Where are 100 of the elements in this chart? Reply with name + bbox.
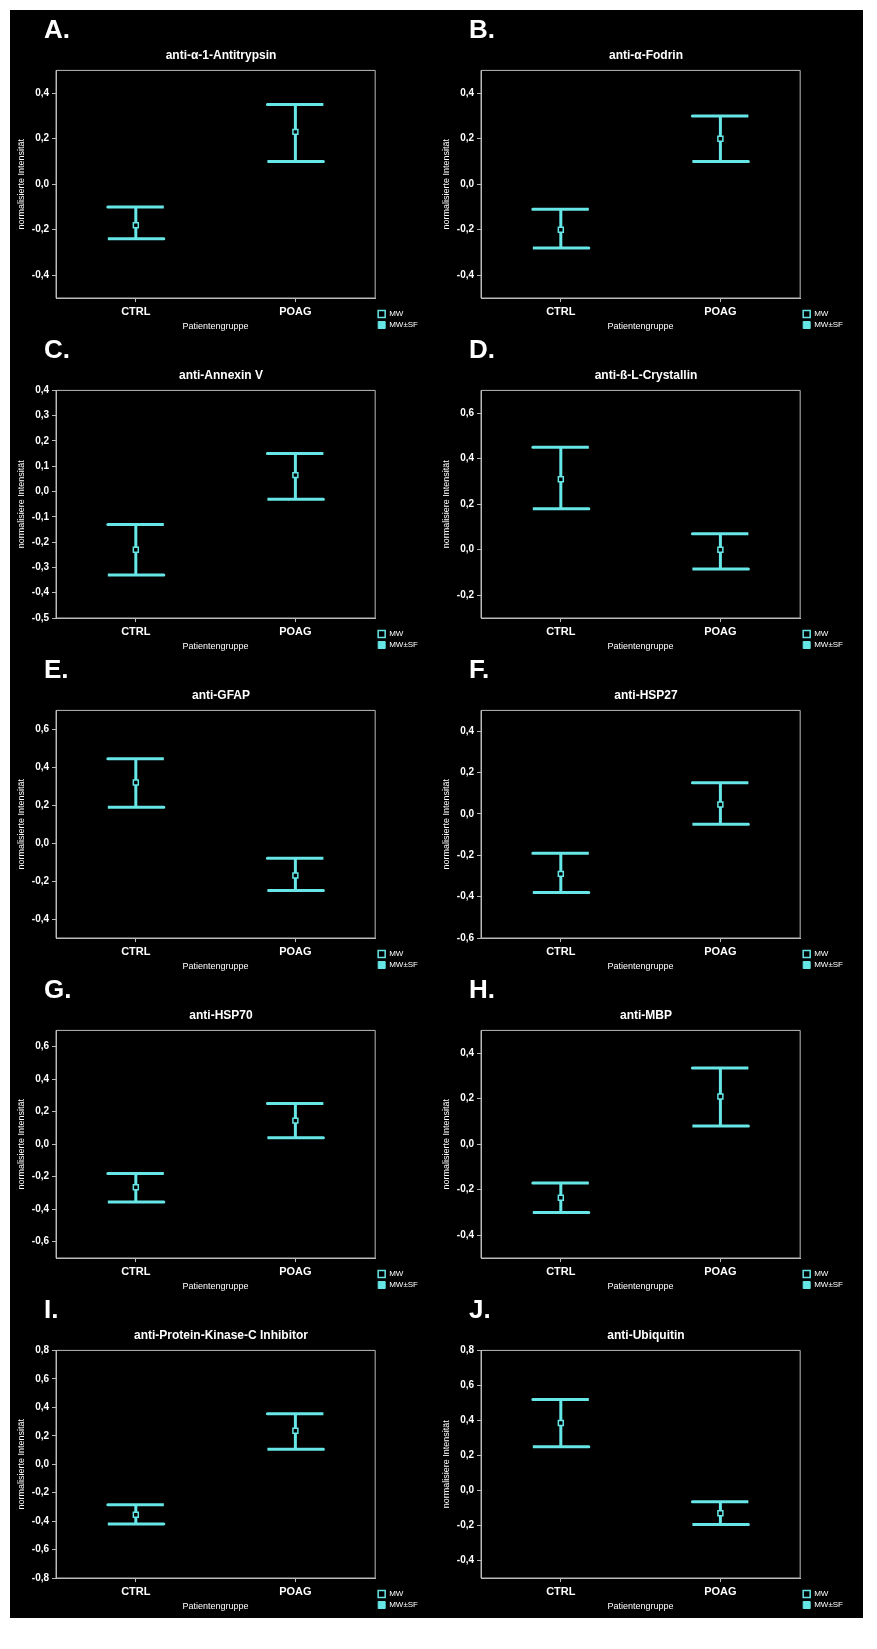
x-tick-label: CTRL [121,944,151,957]
y-tick-label: -0,2 [456,848,475,860]
text: F. [469,654,490,684]
text: MW±SF [389,320,419,330]
y-axis-title: normalisierte Intensität [15,1098,26,1190]
legend-label: MW [814,949,829,959]
y-tick-label: 0,4 [35,761,50,773]
y-tick-label: -0,6 [456,931,475,943]
y-axis-title: normalisierte Intensität [440,1098,451,1190]
y-tick-label: -0,2 [31,223,50,235]
y-tick-label: 0,8 [460,1344,475,1356]
y-tick-label: -0,1 [31,510,50,522]
y-tick-label: -0,3 [31,561,50,573]
y-tick-label: -0,2 [31,1170,50,1182]
y-axis-title: normalisiere Intensität [15,459,26,549]
y-tick-label: 0,6 [35,1372,50,1384]
x-tick-label: CTRL [546,944,576,957]
y-tick-label: -0,2 [31,1486,50,1498]
x-axis-title: Patientengruppe [607,1281,674,1292]
x-tick-label: CTRL [546,304,576,317]
y-tick-label: 0,4 [460,724,475,736]
legend-label: MW [814,1589,829,1599]
y-tick-label: -0,4 [31,1202,50,1214]
y-tick-label: 0,4 [35,1401,50,1413]
y-tick-label: 0,2 [35,1105,50,1117]
x-tick-label: CTRL [546,1264,576,1277]
y-tick-label: 0,1 [35,460,50,472]
y-tick-label: -0,4 [31,586,50,598]
y-tick-label: -0,2 [31,535,50,547]
text: D. [469,334,495,364]
text: H. [469,974,495,1004]
y-tick-label: 0,0 [460,1137,475,1149]
y-tick-label: -0,4 [456,1554,475,1566]
x-tick-label: POAG [704,1264,737,1277]
x-tick-label: POAG [704,944,737,957]
x-tick-label: POAG [279,1264,312,1277]
y-tick-label: 0,2 [35,798,50,810]
x-tick-label: POAG [279,944,312,957]
y-tick-label: -0,2 [456,223,475,235]
text: MW±SF [814,960,844,970]
chart-title: anti-HSP70 [189,1007,253,1022]
y-tick-label: -0,2 [456,1519,475,1531]
y-tick-label: 0,8 [35,1344,50,1356]
y-tick-label: 0,2 [460,766,475,778]
y-tick-label: 0,4 [35,86,50,98]
y-tick-label: 0,4 [460,1046,475,1058]
y-tick-label: 0,4 [460,86,475,98]
y-tick-label: 0,4 [460,1414,475,1426]
chart-title: anti-α-Fodrin [608,47,684,62]
y-axis-title: normalisierte Intensität [15,1418,26,1510]
text: MW±SF [814,320,844,330]
y-tick-label: 0,3 [35,409,50,421]
y-axis-title: normalisierte Intensität [440,138,451,230]
chart-title: anti-ß-L-Crystallin [594,367,698,382]
legend-label: MW [814,629,829,639]
y-tick-label: -0,4 [31,1514,50,1526]
y-tick-label: 0,2 [35,1429,50,1441]
y-tick-label: 0,2 [35,434,50,446]
y-tick-label: -0,6 [31,1235,50,1247]
text: MW±SF [389,1600,419,1610]
legend-label: MW [389,309,404,319]
y-tick-label: -0,5 [31,611,50,623]
y-axis-title: normalisiere Intensität [440,459,451,549]
y-tick-label: -0,6 [31,1543,50,1555]
y-tick-label: 0,6 [460,1379,475,1391]
legend-label: MW [389,629,404,639]
x-axis-title: Patientengruppe [182,321,249,332]
x-axis-title: Patientengruppe [607,961,674,972]
y-tick-label: 0,0 [460,807,475,819]
x-tick-label: POAG [704,1584,737,1597]
y-tick-label: 0,6 [460,406,475,418]
y-tick-label: 0,0 [35,1137,50,1149]
y-tick-label: 0,4 [35,1072,50,1084]
x-axis-title: Patientengruppe [607,1601,674,1612]
x-tick-label: CTRL [121,1264,151,1277]
chart-title: anti-α-1-Antitrypsin [165,47,277,62]
x-axis-title: Patientengruppe [182,1281,249,1292]
x-axis-title: Patientengruppe [182,641,249,652]
y-tick-label: 0,0 [460,1484,475,1496]
y-tick-label: 0,0 [460,543,475,555]
chart-title: anti-Annexin V [178,367,264,382]
chart-title: anti-GFAP [191,687,251,702]
x-axis-title: Patientengruppe [607,321,674,332]
text: MW±SF [814,640,844,650]
y-axis-title: normalisierte Intensität [15,778,26,870]
chart-title: anti-Ubiquitin [607,1327,685,1342]
text: MW±SF [389,960,419,970]
x-tick-label: CTRL [546,624,576,637]
x-axis-title: Patientengruppe [182,1601,249,1612]
y-tick-label: 0,4 [35,384,50,396]
y-tick-label: -0,4 [31,912,50,924]
y-axis-title: normalisiere Intensität [440,1419,451,1509]
text: G. [44,974,72,1004]
chart-title: anti-Protein-Kinase-C Inhibitor [134,1327,309,1342]
text: E. [44,654,69,684]
text: MW±SF [814,1600,844,1610]
y-tick-label: -0,4 [456,890,475,902]
x-tick-label: POAG [704,304,737,317]
y-tick-label: 0,2 [460,497,475,509]
x-tick-label: POAG [279,1584,312,1597]
